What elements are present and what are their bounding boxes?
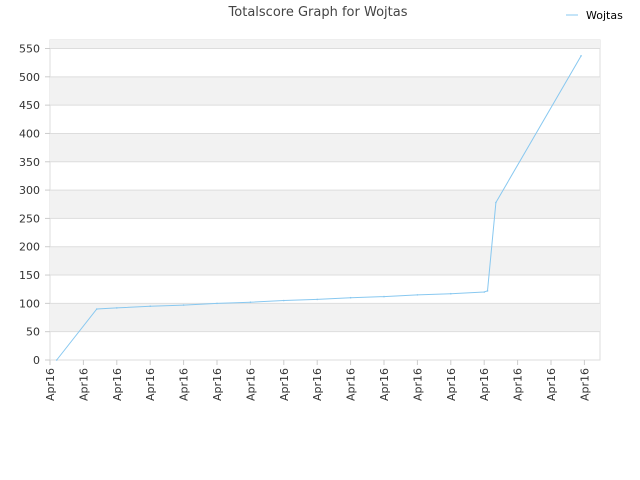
y-tick-label: 350 [19,156,40,169]
data-point [495,201,497,204]
x-tick-label: Apr16 [311,368,324,401]
legend: Wojtas [566,9,623,22]
data-point [580,55,582,57]
grid-band [50,76,600,106]
x-tick-label: Apr16 [44,368,57,401]
data-point [95,308,98,310]
x-tick-label: Apr16 [144,368,157,401]
y-tick-label: 150 [19,269,40,282]
x-tick-label: Apr16 [445,368,458,401]
x-tick-label: Apr16 [77,368,90,401]
x-tick-label: Apr16 [178,368,191,401]
y-tick-label: 450 [19,99,40,112]
x-tick-label: Apr16 [278,368,291,401]
x-tick-label: Apr16 [545,368,558,401]
y-tick-label: 50 [26,326,40,339]
x-tick-label: Apr16 [111,368,124,401]
data-point [216,302,218,305]
data-point [483,291,486,293]
data-point [416,294,419,296]
y-tick-label: 400 [19,127,40,140]
x-tick-label: Apr16 [211,368,224,401]
data-point [349,296,352,299]
x-tick-label: Apr16 [478,368,491,401]
data-point [283,299,285,302]
grid-band [50,303,600,332]
y-tick-label: 200 [19,241,40,254]
x-tick-label: Apr16 [512,368,525,401]
x-tick-label: Apr16 [578,368,591,401]
y-tick-label: 250 [19,212,40,225]
data-point [450,292,452,295]
x-tick-label: Apr16 [378,368,391,401]
data-point [249,301,252,304]
grid-band [50,133,600,162]
grid-band [50,246,600,276]
grid-band [50,40,600,49]
data-point [149,305,151,307]
data-point [316,298,319,301]
x-tick-label: Apr16 [345,368,358,401]
y-tick-label: 550 [19,42,40,55]
y-tick-label: 300 [19,184,40,197]
y-tick-label: 100 [19,297,40,310]
y-tick-label: 500 [19,71,40,84]
data-point [383,295,385,298]
chart-title: Totalscore Graph for Wojtas [228,5,408,20]
y-tick-label: 0 [33,354,40,367]
x-tick-label: Apr16 [411,368,424,401]
legend-label-wojtas: Wojtas [586,9,623,22]
grid-band [50,190,600,219]
data-point [55,359,58,361]
data-point [486,290,489,292]
data-point [116,307,118,309]
x-tick-label: Apr16 [244,368,257,401]
data-point [182,304,185,306]
